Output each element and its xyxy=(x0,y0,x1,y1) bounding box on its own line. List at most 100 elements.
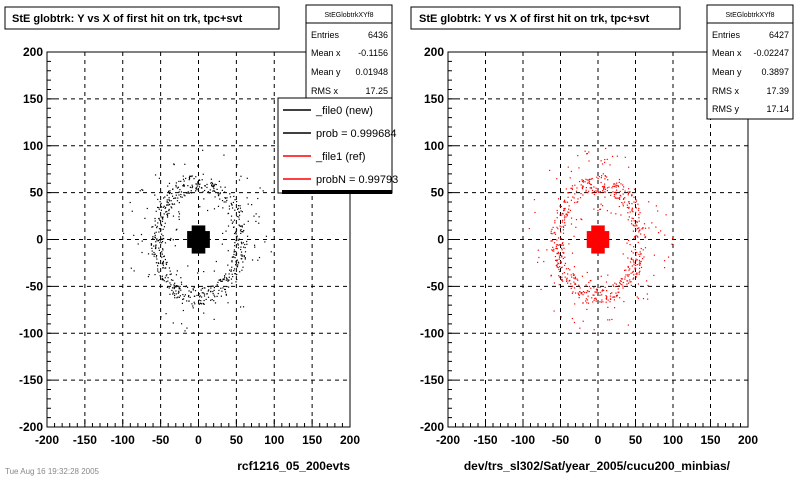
scatter-point xyxy=(599,208,601,211)
scatter-point xyxy=(640,260,642,263)
scatter-point xyxy=(232,201,235,204)
scatter-point xyxy=(628,216,630,218)
scatter-point xyxy=(571,276,573,278)
scatter-point xyxy=(571,252,574,254)
scatter-point xyxy=(160,202,162,205)
scatter-point xyxy=(243,255,245,257)
scatter-point xyxy=(563,217,566,219)
scatter-point xyxy=(641,257,644,260)
y-tick-label: 100 xyxy=(23,139,43,153)
scatter-point xyxy=(596,290,598,292)
scatter-point xyxy=(241,211,243,213)
scatter-point xyxy=(584,150,586,152)
scatter-point xyxy=(213,185,215,187)
scatter-point xyxy=(233,232,236,235)
scatter-point xyxy=(550,232,552,234)
scatter-point xyxy=(188,179,190,181)
scatter-point xyxy=(166,286,169,288)
y-tick-label: 0 xyxy=(36,233,43,247)
scatter-point xyxy=(603,188,605,190)
scatter-point xyxy=(216,295,218,297)
scatter-point xyxy=(589,280,591,282)
scatter-point xyxy=(582,179,585,182)
scatter-point xyxy=(556,252,559,255)
scatter-point xyxy=(632,278,634,280)
scatter-point xyxy=(234,199,236,201)
scatter-point xyxy=(552,226,554,229)
y-tick-label: -200 xyxy=(420,420,444,434)
scatter-point xyxy=(620,195,622,197)
scatter-point xyxy=(195,187,197,189)
scatter-point xyxy=(560,244,562,246)
scatter-point xyxy=(599,291,601,294)
scatter-point xyxy=(561,255,563,257)
scatter-point xyxy=(225,294,228,296)
scatter-point xyxy=(617,185,619,187)
scatter-point xyxy=(589,187,591,189)
scatter-point xyxy=(640,247,642,250)
scatter-point xyxy=(236,274,238,276)
scatter-point xyxy=(218,279,220,281)
scatter-point xyxy=(616,155,619,157)
scatter-point xyxy=(623,197,625,200)
scatter-point xyxy=(636,235,638,237)
scatter-point xyxy=(646,293,648,295)
scatter-point xyxy=(226,197,228,199)
scatter-point xyxy=(606,189,609,192)
scatter-point xyxy=(615,191,617,193)
scatter-point xyxy=(569,269,571,271)
scatter-point xyxy=(557,266,559,269)
scatter-point xyxy=(640,253,642,255)
x-tick-label: -100 xyxy=(511,433,535,447)
scatter-point xyxy=(579,197,582,199)
scatter-point xyxy=(632,230,634,232)
scatter-point xyxy=(164,242,167,244)
scatter-point xyxy=(200,303,203,305)
scatter-point xyxy=(238,262,240,264)
scatter-point xyxy=(586,179,588,181)
scatter-point xyxy=(223,278,225,280)
scatter-point xyxy=(564,207,566,210)
scatter-point xyxy=(246,243,248,245)
scatter-point xyxy=(640,233,642,235)
scatter-point xyxy=(574,303,576,305)
scatter-point xyxy=(173,203,176,205)
scatter-point xyxy=(563,201,565,203)
scatter-point xyxy=(631,195,633,197)
scatter-point xyxy=(239,225,241,227)
scatter-point xyxy=(242,261,244,263)
scatter-point xyxy=(577,292,579,294)
scatter-point xyxy=(560,261,562,263)
scatter-point xyxy=(214,183,216,185)
scatter-point xyxy=(177,285,179,287)
scatter-point xyxy=(602,189,604,192)
scatter-point xyxy=(272,228,274,230)
scatter-point xyxy=(594,291,596,293)
legend-label: _file1 (ref) xyxy=(315,151,366,163)
scatter-point xyxy=(630,281,632,283)
scatter-point xyxy=(211,184,213,186)
scatter-point xyxy=(563,209,565,211)
scatter-point xyxy=(178,211,180,213)
scatter-point xyxy=(580,184,582,186)
scatter-point xyxy=(612,185,614,188)
scatter-point xyxy=(623,201,626,203)
scatter-point xyxy=(622,188,624,191)
scatter-point xyxy=(198,293,201,295)
scatter-point xyxy=(570,187,572,189)
scatter-point xyxy=(212,285,214,287)
scatter-point xyxy=(235,232,237,234)
scatter-point xyxy=(553,232,555,234)
scatter-point xyxy=(558,198,560,200)
scatter-point xyxy=(619,280,622,282)
scatter-point xyxy=(561,247,563,249)
scatter-point xyxy=(604,161,606,164)
scatter-point xyxy=(258,216,260,218)
left-ticks xyxy=(46,51,351,428)
scatter-point xyxy=(154,232,156,234)
scatter-point xyxy=(614,296,616,298)
scatter-point xyxy=(556,239,558,241)
scatter-point xyxy=(166,261,168,264)
scatter-point xyxy=(155,247,157,249)
scatter-point xyxy=(582,291,585,293)
